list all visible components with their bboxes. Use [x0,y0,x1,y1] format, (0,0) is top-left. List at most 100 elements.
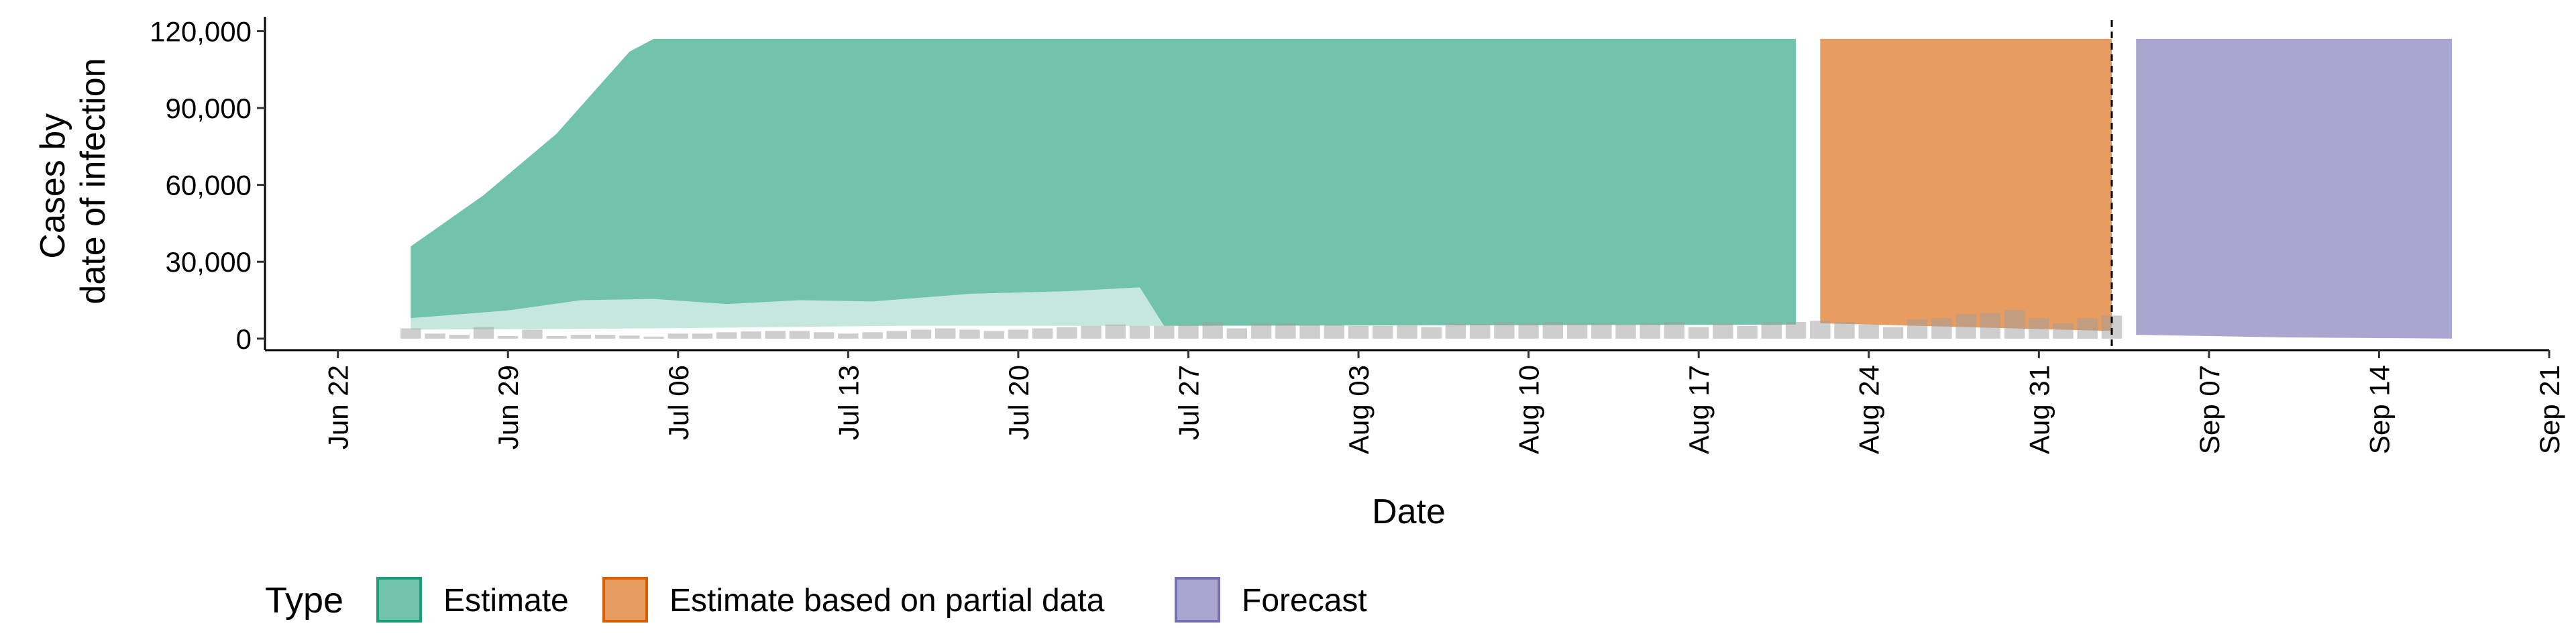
legend-label-estimate-based-on-partial-data: Estimate based on partial data [669,583,1105,619]
reported-cases-bar [1275,323,1296,339]
reported-cases-bar [1032,328,1053,339]
reported-cases-bar [1713,323,1733,339]
reported-cases-bar [1494,322,1515,339]
y-tick-label: 90,000 [166,93,252,124]
reported-cases-bar [449,335,470,339]
reported-cases-bar [910,329,932,339]
reported-cases-bar [2029,318,2049,339]
reported-cases-bar [1907,319,1928,339]
reported-cases-bar [1664,322,1685,339]
legend: Type Estimate Estimate based on partial d… [265,577,1367,623]
x-tick-label: Jul 06 [663,365,694,440]
reported-cases-bar [2004,310,2025,339]
reported-cases-bar [1421,327,1442,339]
x-tick-label: Aug 31 [2023,365,2055,454]
y-axis-title-line-1: Cases by [34,113,72,259]
reported-cases-bar [1008,329,1029,339]
reported-cases-bar [667,333,688,339]
reported-cases-bar [1226,328,1248,339]
reported-cases-bar [2077,318,2098,339]
reported-cases-bar [643,336,664,339]
y-axis-title-line-2: date of infection [74,58,113,304]
x-tick-label: Aug 03 [1343,365,1375,454]
legend-swatch-forecast [1175,577,1220,623]
x-tick-label: Sep 14 [2363,365,2395,454]
reported-cases-bar [886,331,907,339]
reported-cases-bar [1688,327,1709,339]
axes: 0 30,000 60,000 90,000 120,000 Jun 22 Jun 29 Ju… [150,15,2565,454]
x-tick-label: Aug 24 [1854,365,1885,454]
reported-cases-bar [838,333,859,339]
y-tick-label: 30,000 [166,246,252,278]
reported-cases-bar [570,335,592,339]
y-tick-label: 120,000 [150,15,252,47]
reported-cases-bar [1955,314,1976,339]
x-tick-label: Sep 21 [2534,365,2565,454]
reported-cases-bar [473,327,494,339]
x-tick-label: Jul 20 [1003,365,1034,440]
reported-cases-bar [1518,323,1539,339]
legend-swatch-estimate-based-on-partial-data [602,577,648,623]
y-tick-label: 0 [236,323,252,355]
reported-cases-bar [1931,318,1952,339]
x-tick-label: Sep 07 [2194,365,2225,454]
reported-cases-bar [789,331,810,339]
estimate-band-inner [411,287,1165,330]
reported-cases-bar [983,331,1004,339]
reported-cases-bar [1105,324,1126,339]
plot-area [400,20,2453,350]
reported-cases-bar [2053,323,2074,339]
reported-cases-bar [1178,324,1199,339]
reported-cases-bar [1640,323,1660,339]
x-tick-label: Aug 17 [1683,365,1715,454]
reported-cases-bar [959,329,980,339]
reported-cases-bar [1373,325,1393,339]
reported-cases-bar [1202,322,1223,339]
reported-cases-bar [1761,322,1782,339]
legend-label-forecast: Forecast [1242,583,1367,619]
estimate-band-outer [411,38,1796,326]
reported-cases-bar [1737,325,1758,339]
reported-cases-bar [716,332,737,339]
reported-cases-bar [1470,323,1491,339]
legend-label-estimate: Estimate [443,583,569,619]
reported-cases-bar [1566,323,1588,339]
reported-cases-bar [1591,323,1612,339]
reported-cases-bar [862,332,883,339]
x-tick-label: Jun 22 [323,365,354,449]
reported-cases-bar [1129,325,1150,339]
reported-cases-bar [1299,324,1320,339]
reported-cases-bar [1154,325,1175,339]
estimate-based-on-partial-data-band-outer [1820,38,2112,331]
reported-cases-bar [425,333,445,339]
reported-cases-bar [1250,323,1272,339]
x-tick-label: Jun 29 [492,365,524,449]
x-tick-label: Aug 10 [1513,365,1545,454]
reported-cases-bar [1348,325,1369,339]
reported-cases-bar [1615,324,1636,339]
legend-title: Type [265,580,343,621]
reported-cases-bar [1810,321,1831,339]
reported-cases-bar [1858,324,1879,339]
reported-cases-bar [1834,322,1855,339]
reported-cases-bar [1882,327,1904,339]
reported-cases-bar [935,328,956,339]
reported-cases-bar [765,331,786,339]
reported-cases-bar [1324,324,1344,339]
reported-cases-bar [498,336,519,339]
reported-cases-bar [692,333,713,339]
reported-cases-bar [1057,327,1077,339]
reported-cases-bar [1445,323,1466,339]
reported-cases-bar [546,336,567,339]
x-tick-label: Jul 27 [1173,365,1204,440]
forecast-band-outer [2136,38,2453,339]
reported-cases-bar [619,335,640,339]
reported-cases-bar [1397,324,1417,339]
reported-cases-bar [1542,322,1563,339]
reported-cases-bar [400,328,421,339]
y-axis-title: Cases by date of infection [34,58,113,304]
reported-cases-bar [594,335,616,339]
x-axis-title: Date [1372,492,1446,531]
legend-swatch-estimate [376,577,422,623]
